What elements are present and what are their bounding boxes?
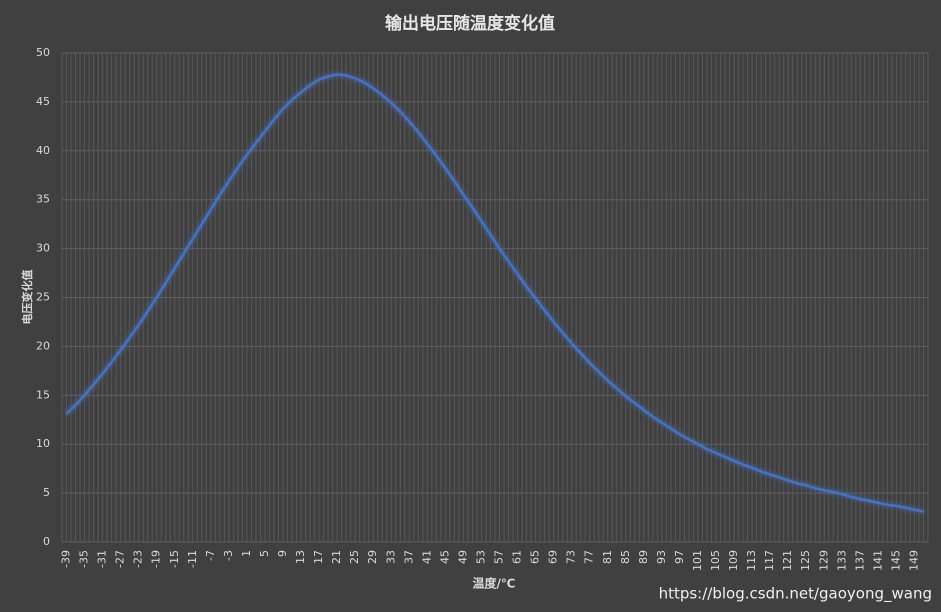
x-tick-label: 85 <box>619 550 632 564</box>
x-tick-label: 129 <box>817 550 830 571</box>
y-tick-label: 35 <box>36 193 50 206</box>
x-tick-label: 49 <box>456 550 469 564</box>
y-tick-label: 20 <box>36 339 50 352</box>
x-tick-label: -19 <box>150 550 163 568</box>
x-tick-label: 21 <box>330 550 343 564</box>
x-tick-label: -7 <box>204 550 217 561</box>
x-tick-label: 41 <box>420 550 433 564</box>
x-tick-label: 61 <box>511 550 524 564</box>
x-tick-label: 73 <box>565 550 578 564</box>
x-tick-label: 53 <box>474 550 487 564</box>
y-tick-label: 40 <box>36 144 50 157</box>
x-tick-label: 93 <box>655 550 668 564</box>
x-tick-label: 5 <box>258 550 271 557</box>
x-tick-label: -11 <box>186 550 199 568</box>
x-tick-label: 141 <box>871 550 884 571</box>
x-tick-label: 145 <box>889 550 902 571</box>
y-tick-label: 25 <box>36 291 50 304</box>
x-tick-label: 137 <box>853 550 866 571</box>
y-tick-label: 15 <box>36 388 50 401</box>
y-tick-label: 30 <box>36 242 50 255</box>
x-tick-label: 65 <box>529 550 542 564</box>
x-tick-label: 77 <box>583 550 596 564</box>
x-tick-label: 121 <box>781 550 794 571</box>
x-tick-label: 97 <box>673 550 686 564</box>
x-tick-label: -39 <box>60 550 73 568</box>
y-axis-label: 电压变化值 <box>20 270 34 325</box>
x-tick-label: 89 <box>637 550 650 564</box>
watermark: https://blog.csdn.net/gaoyong_wang <box>659 585 932 604</box>
y-tick-label: 0 <box>43 535 50 548</box>
line-series <box>65 73 924 513</box>
x-tick-label: 105 <box>709 550 722 571</box>
y-tick-label: 45 <box>36 95 50 108</box>
x-tick-label: -3 <box>222 550 235 561</box>
x-tick-label: 25 <box>348 550 361 564</box>
x-tick-label: 33 <box>384 550 397 564</box>
x-tick-label: 13 <box>294 550 307 564</box>
x-tick-label: 69 <box>547 550 560 564</box>
x-tick-label: 81 <box>601 550 614 564</box>
x-tick-label: 117 <box>763 550 776 571</box>
x-tick-label: -15 <box>168 550 181 568</box>
x-tick-label: -31 <box>96 550 109 568</box>
x-tick-label: 133 <box>835 550 848 571</box>
x-tick-label: 45 <box>438 550 451 564</box>
x-tick-label: 1 <box>240 550 253 557</box>
y-tick-label: 10 <box>36 437 50 450</box>
x-tick-label: 101 <box>691 550 704 571</box>
x-tick-label: 109 <box>727 550 740 571</box>
x-tick-label: -35 <box>78 550 91 568</box>
y-tick-label: 5 <box>43 486 50 499</box>
x-tick-label: 37 <box>402 550 415 564</box>
x-tick-label: 57 <box>493 550 506 564</box>
y-tick-label: 50 <box>36 46 50 59</box>
x-tick-label: 113 <box>745 550 758 571</box>
x-tick-label: -27 <box>114 550 127 568</box>
chart-title: 输出电压随温度变化值 <box>385 13 555 34</box>
x-tick-label: 29 <box>366 550 379 564</box>
x-tick-label: 149 <box>907 550 920 571</box>
x-tick-label: -23 <box>132 550 145 568</box>
x-axis-label: 温度/℃ <box>473 576 516 591</box>
x-tick-label: 9 <box>276 550 289 557</box>
x-tick-label: 125 <box>799 550 812 571</box>
x-tick-label: 17 <box>312 550 325 564</box>
